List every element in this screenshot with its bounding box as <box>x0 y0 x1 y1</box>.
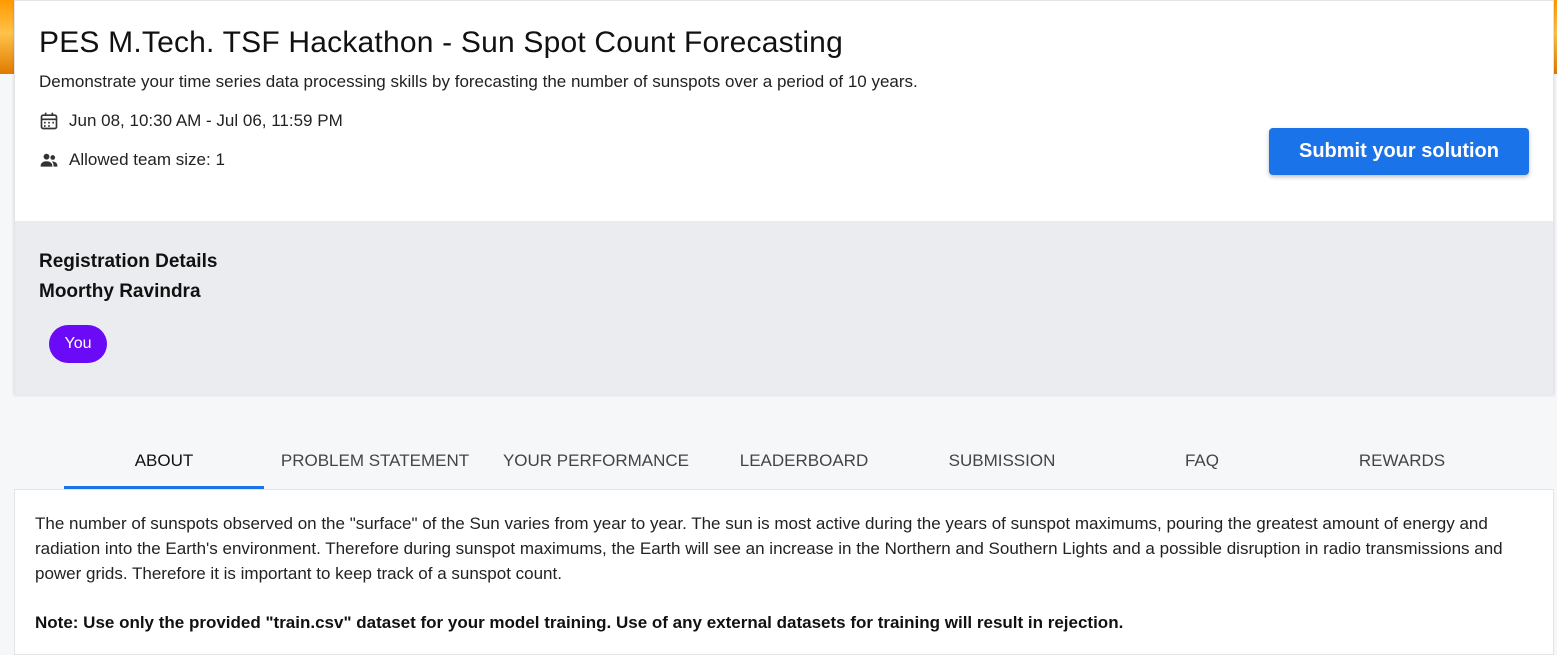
tab-faq[interactable]: FAQ <box>1184 450 1219 470</box>
you-chip: You <box>49 325 107 363</box>
event-description: Demonstrate your time series data proces… <box>39 72 918 91</box>
registrant-name: Moorthy Ravindra <box>39 281 201 302</box>
banner-image-right <box>1551 0 1557 74</box>
people-icon <box>40 153 58 167</box>
event-dates-row: Jun 08, 10:30 AM - Jul 06, 11:59 PM <box>39 109 1529 133</box>
banner-image-left <box>0 0 16 74</box>
tab-leaderboard[interactable]: LEADERBOARD <box>739 450 869 470</box>
team-size: Allowed team size: 1 <box>69 150 225 169</box>
tab-your-performance[interactable]: YOUR PERFORMANCE <box>502 450 690 470</box>
about-content: The number of sunspots observed on the "… <box>14 489 1554 655</box>
event-title: PES M.Tech. TSF Hackathon - Sun Spot Cou… <box>39 26 843 59</box>
submit-solution-button[interactable]: Submit your solution <box>1269 128 1529 175</box>
tab-about[interactable]: ABOUT <box>64 432 264 489</box>
calendar-icon <box>40 112 58 130</box>
team-size-row: Allowed team size: 1 <box>39 148 1529 172</box>
tab-rewards[interactable]: REWARDS <box>1358 450 1446 470</box>
registration-details: Registration Details Moorthy Ravindra Yo… <box>15 221 1553 395</box>
tab-problem-statement[interactable]: PROBLEM STATEMENT <box>280 450 470 470</box>
event-dates: Jun 08, 10:30 AM - Jul 06, 11:59 PM <box>69 111 343 130</box>
tab-bar: ABOUT PROBLEM STATEMENT YOUR PERFORMANCE… <box>64 432 1505 489</box>
about-paragraph: The number of sunspots observed on the "… <box>35 514 1503 583</box>
registration-heading: Registration Details <box>39 251 218 272</box>
about-note: Note: Use only the provided "train.csv" … <box>35 613 1124 632</box>
event-card: PES M.Tech. TSF Hackathon - Sun Spot Cou… <box>14 0 1554 395</box>
tab-submission[interactable]: SUBMISSION <box>948 450 1056 470</box>
event-header: PES M.Tech. TSF Hackathon - Sun Spot Cou… <box>15 1 1553 221</box>
